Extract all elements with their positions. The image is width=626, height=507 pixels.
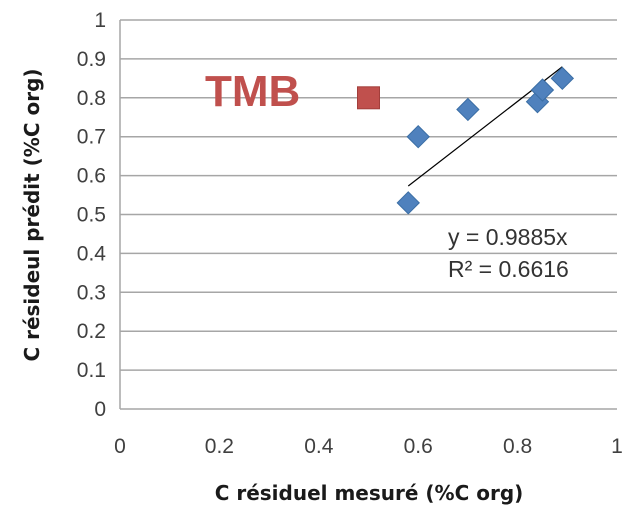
x-axis-title: C résiduel mesuré (%C org) (215, 481, 524, 505)
y-tick-label: 0.6 (77, 165, 106, 188)
y-tick-label: 0.2 (77, 320, 106, 343)
y-tick-label: 0.5 (77, 204, 106, 227)
x-tick-label: 0.8 (503, 435, 532, 458)
gridlines (120, 19, 617, 371)
x-tick-label: 0.2 (205, 435, 234, 458)
y-tick-label: 0.9 (77, 48, 106, 71)
y-axis-title: C résideul prédit (%C org) (20, 68, 44, 361)
data-point-tmb (357, 86, 380, 110)
data-point-diamond (530, 78, 555, 102)
data-points (357, 66, 575, 215)
trendline-equation: y = 0.9885x (448, 224, 568, 250)
data-point-diamond (456, 97, 480, 122)
y-tick-label: 0 (94, 398, 106, 421)
data-point-diamond (406, 124, 430, 149)
y-tick-label: 0.1 (77, 359, 106, 382)
y-tick-label: 0.7 (77, 126, 106, 149)
x-tick-label: 0 (114, 435, 126, 458)
y-tick-label: 0.4 (77, 242, 107, 265)
data-point-diamond (396, 191, 420, 215)
x-tick-label: 0.4 (304, 435, 334, 458)
x-tick-label: 0.6 (404, 435, 433, 458)
y-tick-label: 1 (94, 9, 106, 32)
r-squared-label: R² = 0.6616 (448, 256, 569, 282)
tmb-label: TMB (205, 67, 300, 116)
y-tick-label: 0.3 (77, 281, 106, 304)
y-tick-label: 0.8 (77, 87, 106, 110)
data-point-diamond (550, 66, 575, 91)
x-tick-label: 1 (611, 435, 623, 458)
x-axis-ticks: 0 0.2 0.4 0.6 0.8 1 (114, 435, 623, 458)
y-axis-ticks: 0 0.1 0.2 0.3 0.4 0.5 0.6 0.7 0.8 0.9 1 (77, 9, 107, 421)
